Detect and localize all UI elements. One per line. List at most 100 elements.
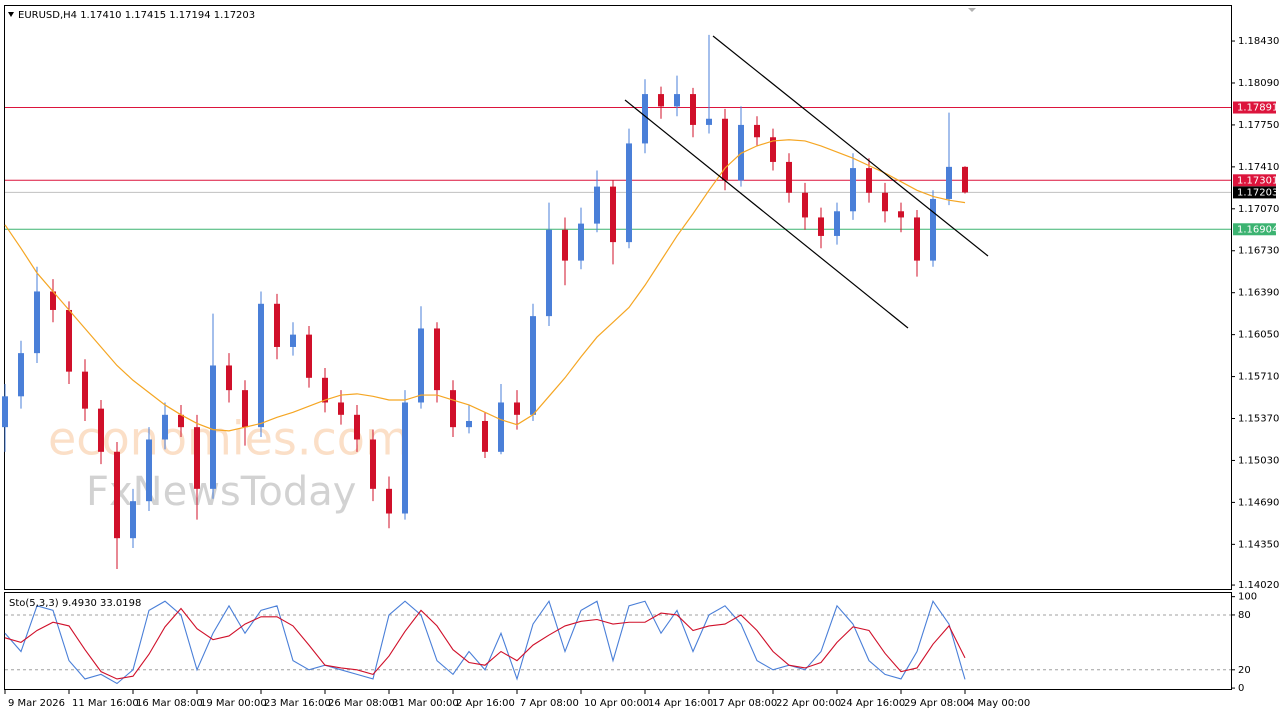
x-tick-label: 4 May 00:00: [968, 698, 1030, 709]
y-tick-label: 80: [1238, 610, 1251, 621]
y-tick-label: 1.17750: [1238, 120, 1279, 131]
level-label: 1.17203: [1237, 187, 1278, 198]
candle-body: [146, 439, 152, 502]
candle-body: [562, 229, 568, 261]
level-label-box: [1233, 223, 1276, 236]
candle-body: [770, 137, 776, 162]
candle-body: [226, 365, 232, 391]
candle-body: [930, 198, 936, 261]
y-tick-label: 1.14690: [1238, 497, 1279, 508]
candle-body: [610, 186, 616, 243]
candle-body: [514, 402, 520, 415]
x-tick-label: 22 Apr 00:00: [776, 698, 841, 709]
main-pane: [4, 5, 1232, 590]
candle-body: [354, 414, 360, 440]
x-tick-label: 10 Apr 00:00: [584, 698, 649, 709]
chart-title: EURUSD,H4 1.17410 1.17415 1.17194 1.1720…: [18, 10, 255, 21]
y-tick-label: 1.14020: [1238, 580, 1279, 591]
x-tick-label: 23 Mar 16:00: [264, 698, 331, 709]
x-tick-label: 11 Mar 16:00: [72, 698, 139, 709]
y-tick-label: 1.15710: [1238, 372, 1279, 383]
level-label: 1.16904: [1237, 224, 1278, 235]
candle-body: [626, 143, 632, 243]
candle-body: [850, 168, 856, 212]
candle-body: [66, 309, 72, 372]
candle-body: [834, 211, 840, 236]
candle-body: [658, 94, 664, 107]
indicator-pane: [4, 592, 1232, 690]
indicator-line: [4, 607, 966, 680]
candle-body: [370, 439, 376, 489]
candle-body: [210, 365, 216, 489]
candle-body: [690, 94, 696, 125]
candle-body: [946, 166, 952, 199]
plot: 1.18430 1.18090 1.17750 1.17410 1.17070 1.167…: [2, 34, 1279, 709]
candle-body: [786, 161, 792, 193]
y-tick-label: 1.16390: [1238, 288, 1279, 299]
candle-body: [338, 402, 344, 415]
candle-body: [178, 414, 184, 428]
candle-body: [482, 420, 488, 452]
x-tick-label: 29 Apr 08:00: [904, 698, 969, 709]
candle-body: [274, 303, 280, 347]
candle-body: [466, 420, 472, 428]
candle-body: [706, 118, 712, 125]
x-tick-label: 7 Apr 08:00: [520, 698, 579, 709]
y-tick-label: 1.18430: [1238, 36, 1279, 47]
candle-body: [34, 291, 40, 354]
candle-body: [962, 166, 968, 193]
candle-body: [82, 371, 88, 409]
y-tick-label: 1.16050: [1238, 330, 1279, 341]
candle-body: [386, 488, 392, 514]
candle-body: [722, 118, 728, 181]
y-tick-label: 1.15030: [1238, 455, 1279, 466]
trend-line: [712, 35, 989, 257]
candle-body: [402, 402, 408, 514]
x-tick-label: 31 Mar 00:00: [392, 698, 459, 709]
x-tick-label: 16 Mar 08:00: [136, 698, 203, 709]
y-tick-label: 1.17070: [1238, 204, 1279, 215]
candle-body: [450, 390, 456, 428]
candle-body: [258, 303, 264, 428]
y-tick-label: 1.17410: [1238, 162, 1279, 173]
candle-body: [866, 168, 872, 193]
x-tick-label: 26 Mar 08:00: [328, 698, 395, 709]
candle-body: [594, 186, 600, 224]
level-label-box: [1233, 101, 1276, 114]
indicator-line: [4, 600, 966, 685]
candle-body: [546, 229, 552, 317]
candle-body: [882, 192, 888, 212]
watermark: economies.com: [48, 412, 410, 466]
candle-body: [322, 377, 328, 403]
candle-body: [434, 328, 440, 391]
candle-body: [914, 217, 920, 261]
x-tick-label: 24 Apr 16:00: [840, 698, 905, 709]
candle-body: [162, 414, 168, 440]
y-tick-label: 1.18090: [1238, 78, 1279, 89]
shift-marker: [968, 8, 976, 12]
level-label: 1.17301: [1237, 175, 1278, 186]
y-tick-label: 1.15370: [1238, 414, 1279, 425]
candle-body: [578, 223, 584, 261]
x-tick-label: 19 Mar 00:00: [200, 698, 267, 709]
candle-body: [898, 211, 904, 218]
candle-body: [130, 501, 136, 539]
y-tick-label: 0: [1238, 683, 1244, 694]
candle-body: [2, 396, 8, 428]
candle-body: [114, 451, 120, 539]
candle-body: [498, 402, 504, 452]
x-tick-label: 9 Mar 2026: [8, 698, 65, 709]
x-tick-label: 17 Apr 08:00: [712, 698, 777, 709]
x-tick-label: 14 Apr 16:00: [648, 698, 713, 709]
y-tick-label: 1.16730: [1238, 246, 1279, 257]
level-label: 1.17891: [1237, 103, 1278, 114]
x-tick-label: 2 Apr 16:00: [456, 698, 515, 709]
candle-body: [242, 390, 248, 428]
y-tick-label: 100: [1238, 592, 1257, 603]
indicator-title: Sto(5,3,3) 9.4930 33.0198: [9, 598, 141, 609]
candle-body: [530, 316, 536, 415]
candle-body: [818, 217, 824, 236]
watermark: FxNewsToday: [86, 469, 356, 515]
menu-icon[interactable]: [8, 12, 14, 17]
